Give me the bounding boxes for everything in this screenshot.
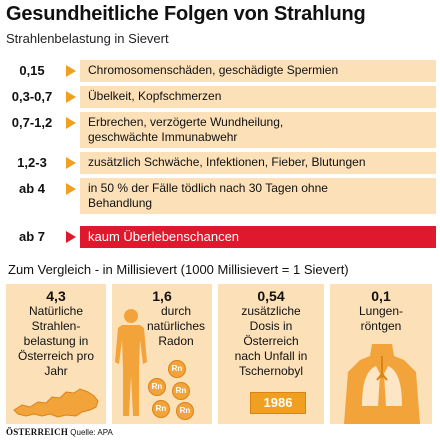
card-text: durch natürliches Radon [146, 304, 206, 348]
radon-coin: Rn [176, 402, 194, 420]
dose-value: 0,3-0,7 [11, 89, 53, 104]
dose-row-2: 0,7-1,2 Erbrechen, verzögerte Wundheilun… [0, 112, 440, 148]
dose-effect: Chromosomenschäden, geschädigte Spermien [80, 60, 436, 82]
radon-coin: Rn [148, 378, 166, 396]
footer: ÖSTERREICH Quelle: APA [6, 427, 113, 437]
card-text: Lungen- röntgen [358, 304, 404, 333]
year-badge: 1986 [250, 392, 306, 414]
arrow-icon [66, 117, 76, 129]
dose-effect: zusätzlich Schwäche, Infektionen, Fieber… [80, 152, 436, 174]
radon-coin: Rn [152, 400, 170, 418]
card-value: 0,1 [371, 288, 391, 304]
arrow-icon [66, 65, 76, 77]
dose-row-0: 0,15 Chromosomenschäden, geschädigte Spe… [0, 60, 440, 82]
page-title: Gesundheitliche Folgen von Strahlung [6, 3, 366, 25]
dose-value: 0,15 [19, 63, 45, 78]
dose-value: 1,2-3 [17, 155, 47, 170]
card-text: zusätzliche Dosis in Österreich nach Unf… [234, 304, 308, 378]
radon-coin: Rn [172, 382, 190, 400]
dose-row-1: 0,3-0,7 Übelkeit, Kopfschmerzen [0, 86, 440, 108]
arrow-icon [66, 231, 76, 243]
card-text: Natürliche Strahlen- belastung in Österr… [17, 304, 95, 378]
dose-value: ab 7 [18, 229, 45, 244]
source-credit: Quelle: APA [70, 428, 113, 437]
dose-value: ab 4 [18, 181, 45, 196]
arrow-icon [66, 157, 76, 169]
dose-row-3: 1,2-3 zusätzlich Schwäche, Infektionen, … [0, 152, 440, 174]
dose-effect: Erbrechen, verzögerte Wundheilung, gesch… [80, 112, 436, 148]
arrow-icon [66, 183, 76, 195]
dose-effect-critical: kaum Überlebenschancen [80, 226, 436, 248]
human-figure-icon [115, 309, 147, 416]
dose-value: 0,7-1,2 [11, 115, 53, 130]
comparison-card-xray: 0,1 Lungen- röntgen [330, 284, 432, 424]
page-subtitle: Strahlenbelastung in Sievert [6, 31, 169, 46]
dose-row-5: ab 7 kaum Überlebenschancen [0, 226, 440, 248]
dose-effect: in 50 % der Fälle tödlich nach 30 Tagen … [80, 178, 436, 214]
lungs-xray-icon [344, 344, 420, 424]
dose-effect: Übelkeit, Kopfschmerzen [80, 86, 436, 108]
card-value: 0,54 [257, 288, 285, 304]
card-value: 4,3 [46, 288, 66, 304]
brand-logo: ÖSTERREICH [6, 427, 69, 437]
arrow-icon [66, 91, 76, 103]
radon-coin: Rn [168, 360, 186, 378]
comparison-card-natural: 4,3 Natürliche Strahlen- belastung in Ös… [6, 284, 106, 424]
comparison-card-radon: 1,6 durch natürliches Radon Rn Rn Rn Rn … [112, 284, 212, 424]
comparison-heading: Zum Vergleich - in Millisievert (1000 Mi… [8, 262, 349, 277]
dose-row-4: ab 4 in 50 % der Fälle tödlich nach 30 T… [0, 178, 440, 214]
card-value: 1,6 [152, 288, 172, 304]
austria-map-icon [13, 388, 99, 418]
